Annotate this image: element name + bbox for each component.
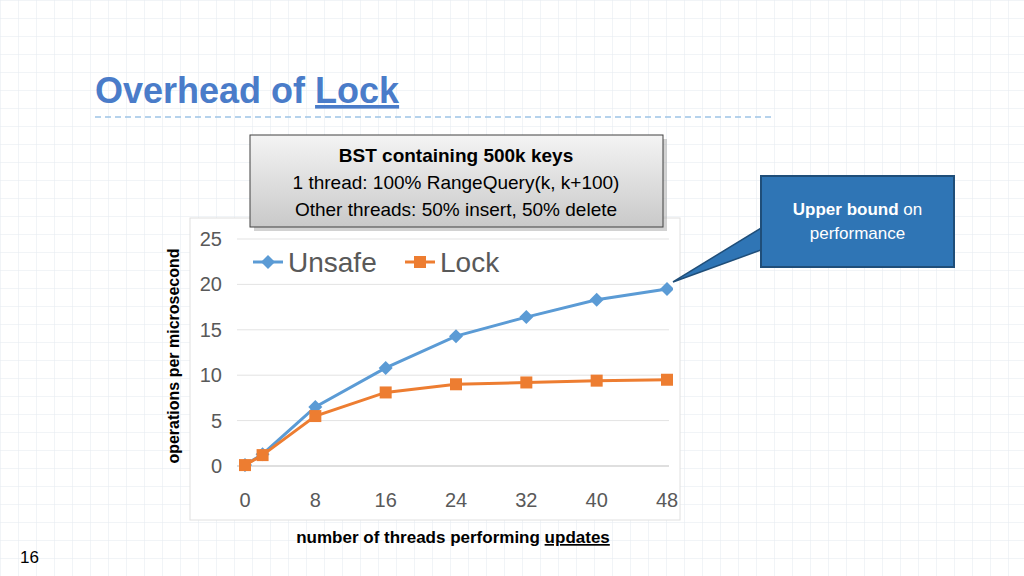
data-point xyxy=(519,310,533,324)
x-tick-label: 40 xyxy=(586,489,608,511)
title-box xyxy=(250,135,663,227)
y-axis-label: operations per microsecond xyxy=(165,248,182,463)
title-part: Overhead of xyxy=(95,70,315,111)
paper-grid xyxy=(0,0,1024,576)
page-number: 16 xyxy=(20,548,39,567)
grid-line xyxy=(237,375,669,376)
data-point xyxy=(661,374,673,386)
x-tick-label: 8 xyxy=(310,489,321,511)
x-tick-label: 16 xyxy=(375,489,397,511)
y-tick-label: 20 xyxy=(200,273,222,295)
legend-label: Unsafe xyxy=(288,247,377,278)
title-rule xyxy=(95,116,772,118)
title-part: Lock xyxy=(315,70,400,111)
legend-label: Lock xyxy=(440,247,500,278)
x-tick-label: 24 xyxy=(445,489,467,511)
series-line xyxy=(245,380,667,465)
x-tick-label: 32 xyxy=(515,489,537,511)
legend-marker xyxy=(414,256,426,268)
data-point xyxy=(520,376,532,388)
data-point xyxy=(380,386,392,398)
chart-title: BST containing 500k keys xyxy=(339,145,573,166)
series-line xyxy=(245,289,667,465)
x-tick-label: 48 xyxy=(656,489,678,511)
y-tick-label: 25 xyxy=(200,228,222,250)
data-point xyxy=(309,410,321,422)
data-point xyxy=(591,375,603,387)
y-tick-label: 15 xyxy=(200,319,222,341)
y-tick-label: 0 xyxy=(211,455,222,477)
data-point xyxy=(379,361,393,375)
y-tick-label: 5 xyxy=(211,410,222,432)
data-point xyxy=(257,449,269,461)
data-point xyxy=(256,447,270,461)
slide: Overhead of Lock 16 0 5 10 15 20 25 0 8 16 24 32 40 48… xyxy=(0,0,1024,576)
callout-emphasis: Upper bound xyxy=(793,200,899,219)
legend-marker xyxy=(261,255,275,269)
label-part: updates xyxy=(545,528,610,547)
data-point xyxy=(660,282,673,296)
x-axis-label: number of threads performing updates xyxy=(296,528,610,547)
slide-canvas: Overhead of Lock 16 0 5 10 15 20 25 0 8 16 24 32 40 48… xyxy=(0,0,1024,576)
callout-text: Upper bound on performance xyxy=(776,198,939,246)
grid-line xyxy=(237,329,669,330)
label-part: number of threads performing xyxy=(296,528,544,547)
grid-line xyxy=(237,239,669,240)
grid-line xyxy=(237,466,669,467)
slide-title: Overhead of Lock xyxy=(95,70,400,111)
callout-pointer xyxy=(673,228,761,282)
data-point xyxy=(590,293,604,307)
plot-data xyxy=(239,282,673,472)
grid-line xyxy=(237,284,669,285)
y-tick-label: 10 xyxy=(200,364,222,386)
callout: Upper bound on performance xyxy=(760,175,955,268)
x-tick-label: 0 xyxy=(239,489,250,511)
chart-subtitle: Other threads: 50% insert, 50% delete xyxy=(295,199,617,220)
data-point xyxy=(450,378,462,390)
background xyxy=(0,0,1024,576)
chart-area xyxy=(190,218,680,520)
data-point xyxy=(449,329,463,343)
data-point xyxy=(239,459,251,471)
chart-subtitle: 1 thread: 100% RangeQuery(k, k+100) xyxy=(293,172,620,193)
data-point xyxy=(239,458,252,472)
